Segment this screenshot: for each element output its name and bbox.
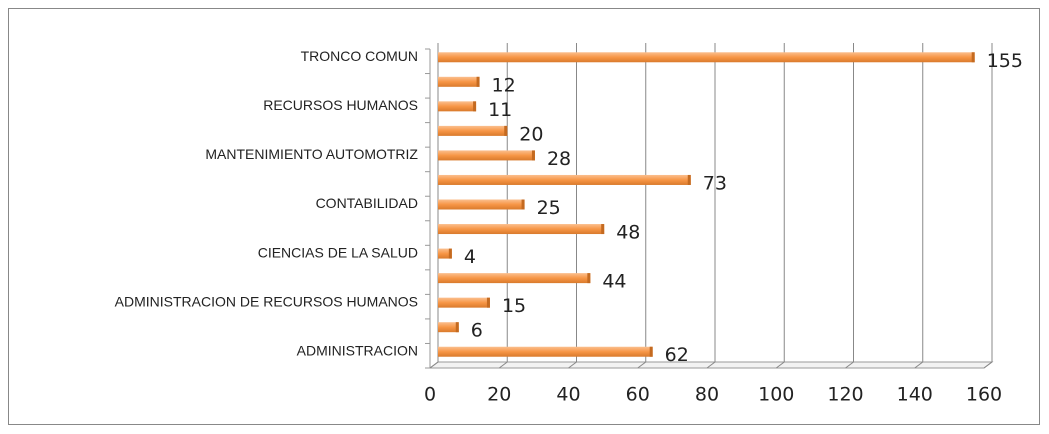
grid-line bbox=[983, 43, 993, 369]
bar-cap bbox=[587, 273, 591, 284]
value-label: 4 bbox=[464, 246, 476, 268]
value-label: 6 bbox=[471, 320, 483, 342]
bar bbox=[438, 125, 508, 136]
bar-cap bbox=[601, 224, 605, 235]
bar-cap bbox=[476, 76, 480, 87]
bar bbox=[438, 322, 459, 333]
x-tick-label: 100 bbox=[758, 384, 794, 406]
grid-line bbox=[775, 43, 785, 369]
x-tick-label: 160 bbox=[966, 384, 1002, 406]
bar-cap bbox=[971, 52, 975, 63]
x-tick-label: 40 bbox=[556, 384, 580, 406]
value-label: 28 bbox=[547, 148, 571, 170]
bar bbox=[438, 199, 525, 210]
value-label: 73 bbox=[703, 172, 727, 194]
bar bbox=[438, 346, 653, 357]
y-tick-label: RECURSOS HUMANOS bbox=[263, 97, 418, 113]
bar bbox=[438, 52, 975, 63]
bar-cap bbox=[521, 199, 525, 210]
y-tick-label: CIENCIAS DE LA SALUD bbox=[258, 244, 418, 260]
bar bbox=[438, 101, 477, 112]
grid-line bbox=[706, 43, 716, 369]
grid-line bbox=[568, 43, 577, 369]
y-tick-label: MANTENIMIENTO AUTOMOTRIZ bbox=[205, 146, 418, 162]
bar-cap bbox=[687, 174, 691, 185]
bar bbox=[438, 248, 452, 259]
value-label: 20 bbox=[519, 123, 543, 145]
value-label: 25 bbox=[537, 197, 561, 219]
bar bbox=[438, 273, 591, 284]
bar-cap bbox=[504, 125, 508, 136]
grid-line bbox=[637, 43, 647, 369]
x-tick-label: 60 bbox=[626, 384, 650, 406]
grid-line bbox=[498, 43, 508, 369]
value-label: 62 bbox=[665, 344, 689, 366]
value-label: 155 bbox=[987, 50, 1023, 72]
x-tick-label: 140 bbox=[897, 384, 933, 406]
value-label: 48 bbox=[616, 222, 640, 244]
x-tick-label: 80 bbox=[695, 384, 719, 406]
x-tick-label: 20 bbox=[487, 384, 511, 406]
x-tick-label: 0 bbox=[424, 384, 436, 406]
value-label: 11 bbox=[488, 99, 512, 121]
bar-cap bbox=[531, 150, 535, 161]
bar bbox=[438, 174, 691, 185]
grid-line bbox=[429, 43, 439, 369]
y-tick-label: CONTABILIDAD bbox=[316, 195, 418, 211]
bar bbox=[438, 76, 480, 87]
bar-cap bbox=[448, 248, 452, 259]
y-tick-label: ADMINISTRACION bbox=[297, 342, 418, 358]
bar-cap bbox=[455, 322, 459, 333]
bar-cap bbox=[649, 346, 653, 357]
grid-line bbox=[845, 43, 854, 369]
bar-cap bbox=[473, 101, 477, 112]
grid-line bbox=[914, 43, 924, 369]
value-label: 44 bbox=[602, 271, 626, 293]
y-tick-label: TRONCO COMUN bbox=[301, 48, 418, 64]
value-label: 15 bbox=[502, 295, 526, 317]
x-tick-label: 120 bbox=[827, 384, 863, 406]
y-tick-label: ADMINISTRACION DE RECURSOS HUMANOS bbox=[115, 293, 418, 309]
bar bbox=[438, 297, 490, 308]
value-label: 12 bbox=[492, 74, 516, 96]
bar bbox=[438, 224, 605, 235]
bar bbox=[438, 150, 535, 161]
bar-cap bbox=[486, 297, 490, 308]
